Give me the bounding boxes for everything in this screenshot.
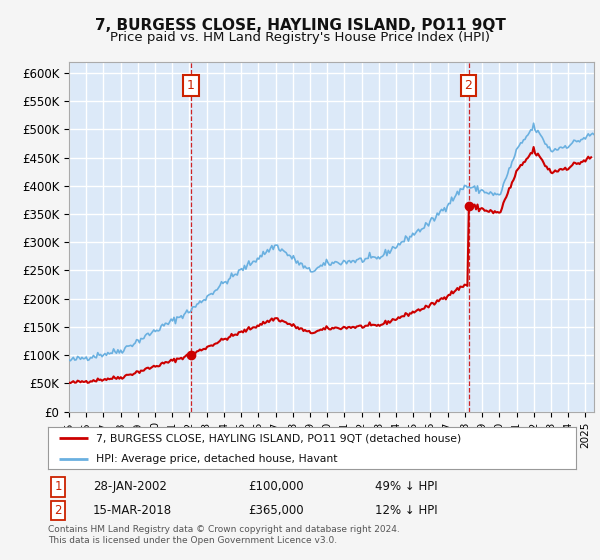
Text: 2: 2 (464, 79, 472, 92)
Text: £100,000: £100,000 (248, 480, 304, 493)
Text: 7, BURGESS CLOSE, HAYLING ISLAND, PO11 9QT: 7, BURGESS CLOSE, HAYLING ISLAND, PO11 9… (95, 18, 505, 34)
Text: 49% ↓ HPI: 49% ↓ HPI (376, 480, 438, 493)
Text: Contains HM Land Registry data © Crown copyright and database right 2024.
This d: Contains HM Land Registry data © Crown c… (48, 525, 400, 545)
Text: 28-JAN-2002: 28-JAN-2002 (93, 480, 167, 493)
Text: 7, BURGESS CLOSE, HAYLING ISLAND, PO11 9QT (detached house): 7, BURGESS CLOSE, HAYLING ISLAND, PO11 9… (95, 433, 461, 443)
Text: 1: 1 (187, 79, 195, 92)
Text: £365,000: £365,000 (248, 504, 304, 517)
Text: 15-MAR-2018: 15-MAR-2018 (93, 504, 172, 517)
Text: 2: 2 (55, 504, 62, 517)
Text: 12% ↓ HPI: 12% ↓ HPI (376, 504, 438, 517)
Text: HPI: Average price, detached house, Havant: HPI: Average price, detached house, Hava… (95, 454, 337, 464)
Text: Price paid vs. HM Land Registry's House Price Index (HPI): Price paid vs. HM Land Registry's House … (110, 31, 490, 44)
Text: 1: 1 (55, 480, 62, 493)
